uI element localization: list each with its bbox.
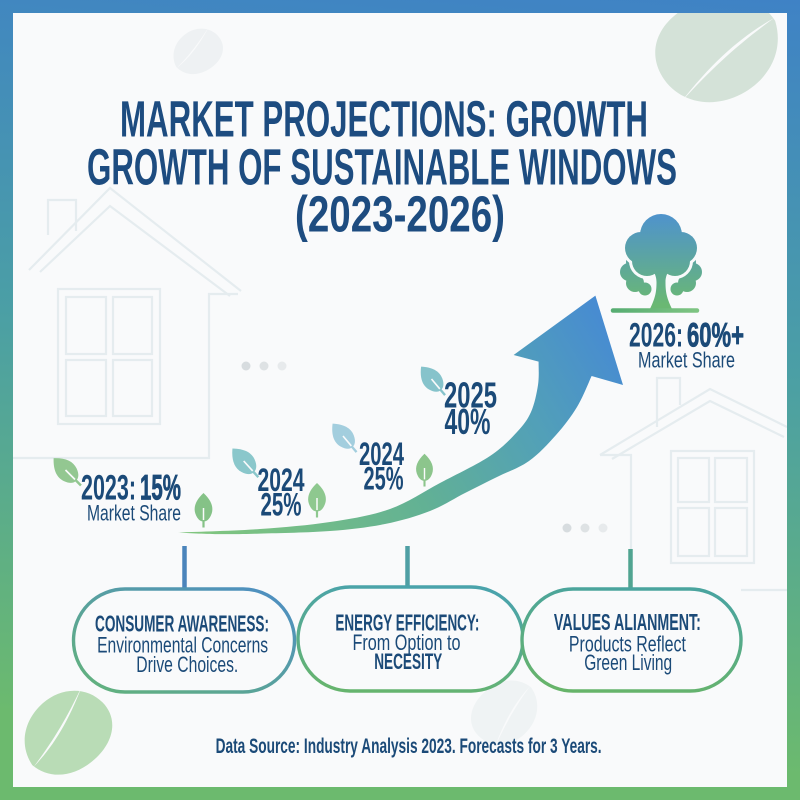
svg-text:2026:: 2026: [629,317,683,355]
svg-text:(2023-2026): (2023-2026) [295,186,505,243]
svg-text:2024: 2024 [258,462,305,498]
svg-text:15%: 15% [140,469,181,508]
svg-text:2023:: 2023: [81,469,136,508]
svg-text:ENERGY EFFICIENCY:: ENERGY EFFICIENCY: [335,610,479,636]
svg-text:Green Living: Green Living [584,650,672,675]
svg-text:Drive Choices.: Drive Choices. [136,652,238,677]
svg-text:25%: 25% [261,486,302,522]
svg-text:CONSUMER AWARENESS:: CONSUMER AWARENESS: [95,610,269,636]
svg-text:2025: 2025 [444,375,497,416]
svg-text:2024: 2024 [359,436,404,472]
svg-text:Data Source: Industry Analysis: Data Source: Industry Analysis 2023. For… [216,735,602,758]
svg-text:NECESITY: NECESITY [374,649,442,674]
svg-text:Market Share: Market Share [638,348,735,373]
svg-text:MARKET PROJECTIONS: GROWTH: MARKET PROJECTIONS: GROWTH [120,90,648,147]
svg-text:GROWTH OF SUSTAINABLE WINDOWS: GROWTH OF SUSTAINABLE WINDOWS [87,139,677,196]
svg-text:60%+: 60%+ [687,317,744,355]
svg-text:From Option to: From Option to [353,630,461,655]
svg-text:Environmental Concerns: Environmental Concerns [97,633,268,658]
svg-text:Products Reflect: Products Reflect [569,632,687,657]
svg-text:Market Share: Market Share [87,501,181,526]
svg-text:40%: 40% [445,401,491,442]
svg-text:25%: 25% [364,460,404,496]
svg-text:VALUES ALIANMENT:: VALUES ALIANMENT: [554,609,701,635]
